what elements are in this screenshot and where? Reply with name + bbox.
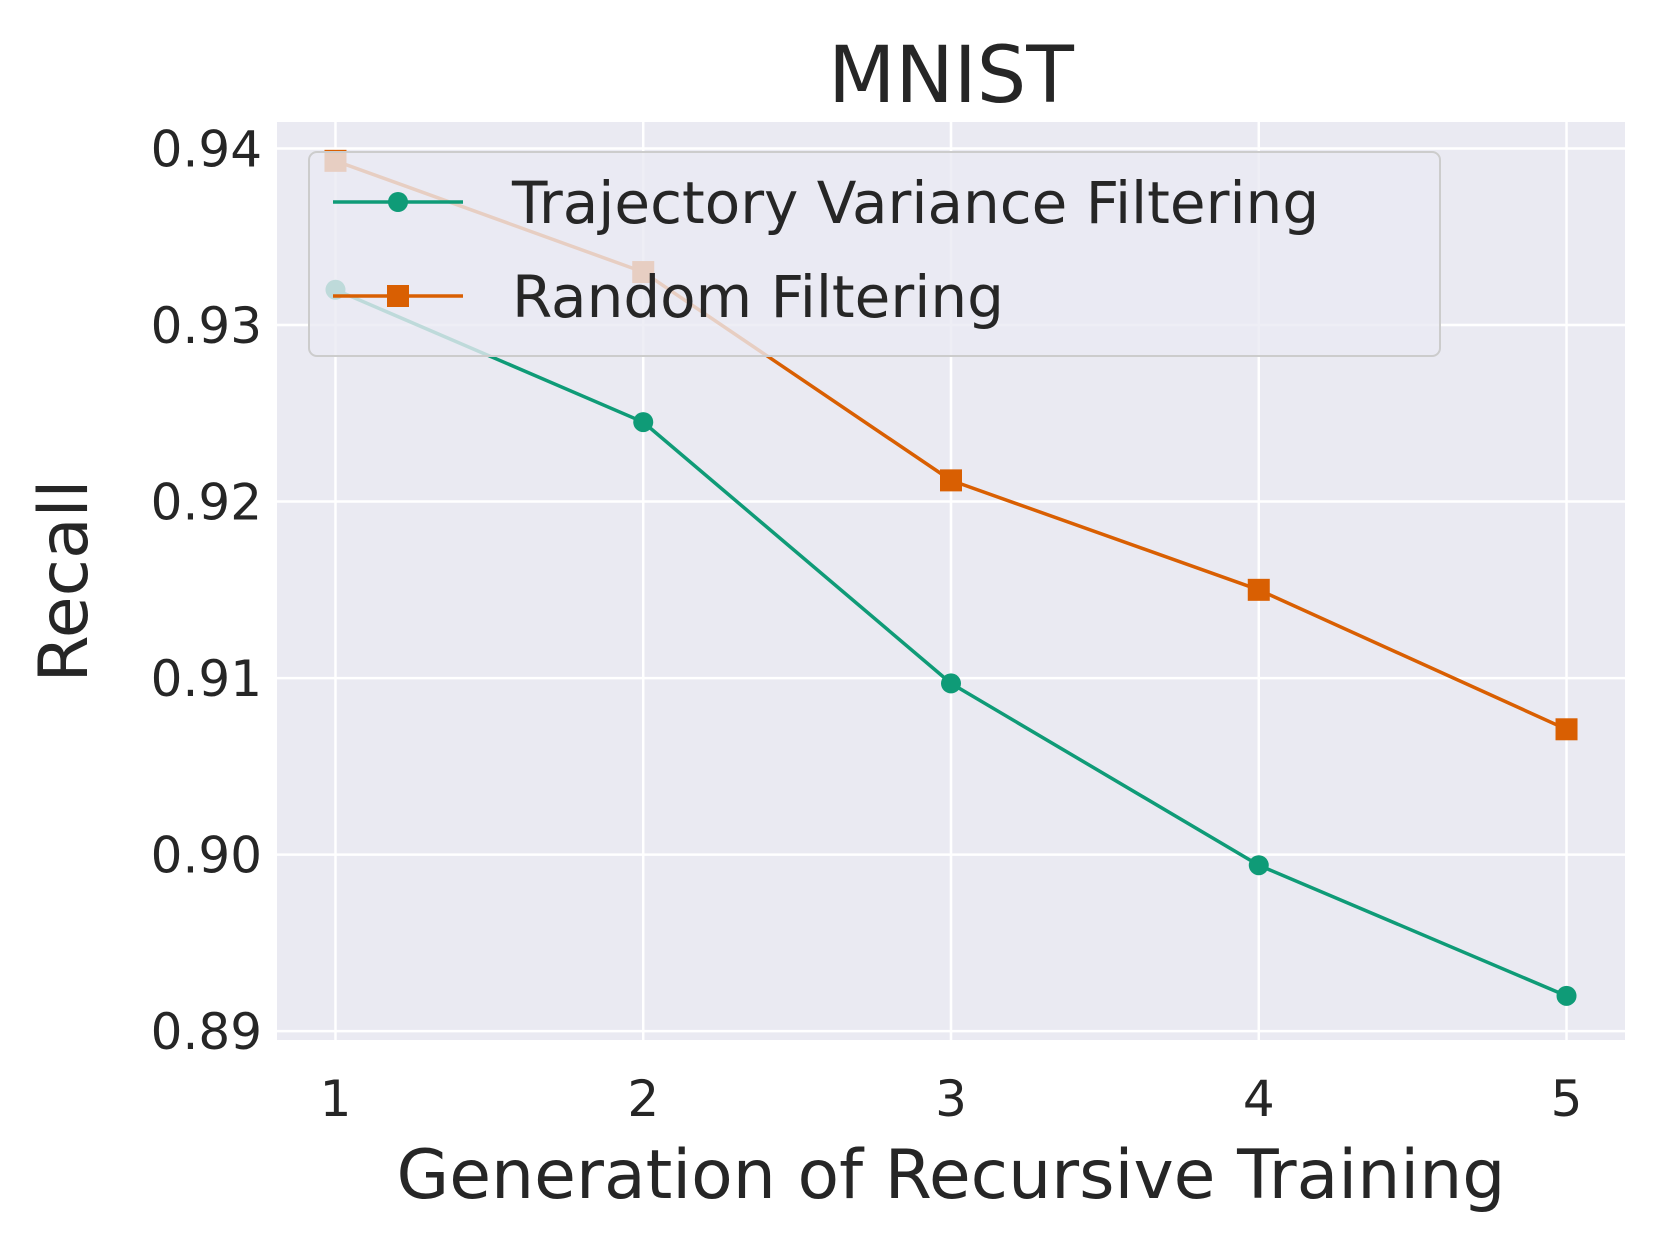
y-tick-label: 0.89: [151, 1003, 262, 1061]
legend-label-random-filtering: Random Filtering: [512, 263, 1004, 331]
y-tick-label: 0.90: [151, 827, 262, 885]
x-tick-label: 4: [1243, 1070, 1275, 1128]
legend-marker-random-filtering: [387, 285, 409, 307]
y-tick-label: 0.93: [151, 297, 262, 355]
x-axis-title: Generation of Recursive Training: [397, 1136, 1506, 1215]
y-axis-title: Recall: [25, 480, 104, 683]
y-tick-label: 0.94: [151, 120, 262, 178]
x-tick-label: 2: [627, 1070, 659, 1128]
chart-title: MNIST: [828, 31, 1074, 121]
data-point-trajectory-variance-filtering: [1248, 855, 1269, 876]
y-tick-label: 0.91: [151, 650, 262, 708]
legend-box: [308, 151, 1441, 357]
x-tick-labels: 1 2 3 4 5: [320, 1070, 1583, 1128]
data-point-trajectory-variance-filtering: [633, 412, 654, 433]
data-point-trajectory-variance-filtering: [1556, 985, 1577, 1006]
y-tick-labels: 0.89 0.90 0.91 0.92 0.93 0.94: [151, 120, 262, 1061]
x-tick-label: 5: [1551, 1070, 1583, 1128]
data-point-random-filtering: [940, 469, 962, 492]
data-point-random-filtering: [1555, 718, 1578, 741]
x-tick-label: 3: [935, 1070, 967, 1128]
legend-marker-trajectory-variance-filtering: [388, 192, 408, 212]
x-tick-label: 1: [320, 1070, 352, 1128]
legend: Trajectory Variance Filtering Random Fil…: [308, 151, 1441, 357]
y-tick-label: 0.92: [151, 474, 262, 532]
legend-label-trajectory-variance-filtering: Trajectory Variance Filtering: [511, 169, 1319, 237]
data-point-random-filtering: [1247, 578, 1270, 601]
data-point-trajectory-variance-filtering: [941, 673, 961, 694]
